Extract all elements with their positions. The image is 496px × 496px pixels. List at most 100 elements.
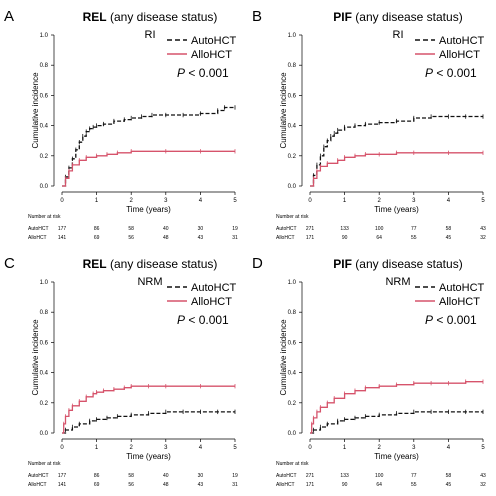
x-tick-label: 4	[447, 445, 451, 451]
x-tick-label: 1	[343, 198, 347, 204]
panel-title: PIF (any disease status)	[333, 257, 462, 271]
panel-title-bold: REL	[83, 10, 107, 24]
risk-value: 56	[128, 482, 134, 488]
x-tick-label: 2	[130, 198, 134, 204]
panel-letter: D	[252, 255, 263, 272]
risk-value: 48	[163, 235, 169, 241]
panel-title: PIF (any disease status)	[333, 10, 462, 24]
x-tick-label: 1	[95, 198, 99, 204]
panel-letter: C	[4, 255, 15, 272]
risk-row-label: AlloHCT	[276, 482, 295, 488]
risk-value: 86	[94, 226, 100, 232]
panel-title-rest: (any disease status)	[352, 257, 463, 271]
risk-value: 58	[128, 473, 134, 479]
x-tick-label: 4	[199, 445, 203, 451]
x-tick-label: 2	[378, 198, 382, 204]
x-axis-label: Time (years)	[374, 452, 419, 461]
risk-value: 133	[340, 473, 349, 479]
panel-a: A REL (any disease status) RI 0.0 0.2 0.4 0.6 0…	[4, 8, 238, 241]
risk-value: 32	[480, 235, 486, 241]
risk-value: 100	[375, 226, 384, 232]
y-tick-label: 0.6	[40, 93, 49, 99]
y-axis-label: Cumulative incidence	[31, 319, 40, 396]
y-tick-label: 0.6	[40, 340, 49, 346]
y-tick-label: 0.2	[288, 154, 297, 160]
risk-value: 40	[163, 226, 169, 232]
risk-value: 19	[232, 226, 238, 232]
risk-value: 48	[163, 482, 169, 488]
p-value: P < 0.001	[425, 66, 477, 80]
legend-label-allohct: AlloHCT	[191, 296, 232, 308]
legend-label-allohct: AlloHCT	[191, 49, 232, 61]
y-tick-label: 1.0	[288, 280, 297, 286]
y-tick-label: 0.4	[40, 124, 49, 130]
risk-value: 271	[306, 226, 315, 232]
risk-value: 43	[480, 226, 486, 232]
legend-label-autohct: AutoHCT	[439, 35, 485, 47]
legend: AutoHCT AlloHCT	[167, 35, 237, 61]
x-tick-label: 5	[233, 445, 237, 451]
y-axis-label: Cumulative incidence	[31, 72, 40, 149]
risk-value: 133	[340, 226, 349, 232]
series-allohct	[62, 150, 235, 187]
x-tick-label: 2	[378, 445, 382, 451]
p-value-text: < 0.001	[433, 66, 477, 80]
x-tick-label: 1	[95, 445, 99, 451]
panel-title: REL (any disease status)	[83, 257, 218, 271]
risk-value: 45	[446, 482, 452, 488]
y-axis-label: Cumulative incidence	[279, 72, 288, 149]
panel-c: C REL (any disease status) NRM 0.0 0.2 0.4 0.6…	[4, 255, 238, 488]
panel-title-rest: (any disease status)	[107, 257, 218, 271]
legend-label-allohct: AlloHCT	[439, 49, 480, 61]
risk-row-label: AutoHCT	[276, 473, 297, 479]
y-tick-label: 0.6	[288, 340, 297, 346]
panel-title-rest: (any disease status)	[352, 10, 463, 24]
legend-label-autohct: AutoHCT	[191, 282, 237, 294]
risk-value: 56	[128, 235, 134, 241]
legend: AutoHCT AlloHCT	[415, 35, 485, 61]
p-value-text: < 0.001	[433, 313, 477, 327]
y-tick-label: 0.0	[40, 184, 49, 190]
y-tick-label: 0.2	[40, 401, 49, 407]
risk-value: 31	[232, 482, 238, 488]
x-tick-label: 3	[164, 445, 168, 451]
risk-value: 31	[232, 235, 238, 241]
risk-value: 19	[232, 473, 238, 479]
risk-value: 55	[411, 235, 417, 241]
risk-value: 58	[128, 226, 134, 232]
x-tick-label: 1	[343, 445, 347, 451]
panel-title: REL (any disease status)	[83, 10, 218, 24]
x-tick-label: 5	[481, 198, 485, 204]
p-value-text: < 0.001	[185, 66, 229, 80]
panel-title-bold: PIF	[333, 10, 352, 24]
risk-row-label: AlloHCT	[28, 482, 47, 488]
panel-title-bold: PIF	[333, 257, 352, 271]
y-tick-label: 0.0	[288, 184, 297, 190]
series-autohct	[62, 106, 235, 187]
panel-letter: B	[252, 8, 262, 25]
legend-label-allohct: AlloHCT	[439, 296, 480, 308]
x-tick-label: 5	[233, 198, 237, 204]
risk-table-header: Number at risk	[28, 214, 61, 220]
risk-value: 77	[411, 473, 417, 479]
risk-value: 141	[58, 482, 67, 488]
p-value-symbol: P	[425, 66, 433, 80]
p-value-symbol: P	[425, 313, 433, 327]
y-tick-label: 0.4	[288, 371, 297, 377]
p-value-text: < 0.001	[185, 313, 229, 327]
x-tick-label: 4	[199, 198, 203, 204]
p-value: P < 0.001	[177, 313, 229, 327]
legend-label-autohct: AutoHCT	[439, 282, 485, 294]
risk-value: 90	[342, 482, 348, 488]
y-tick-label: 0.6	[288, 93, 297, 99]
risk-value: 171	[306, 235, 315, 241]
risk-row-label: AlloHCT	[28, 235, 47, 241]
risk-value: 58	[446, 473, 452, 479]
p-value: P < 0.001	[425, 313, 477, 327]
y-tick-label: 0.4	[288, 124, 297, 130]
panel-b: B PIF (any disease status) RI 0.0 0.2 0.4 0.6 0…	[252, 8, 486, 241]
p-value-symbol: P	[177, 66, 185, 80]
risk-value: 177	[58, 226, 67, 232]
x-tick-label: 4	[447, 198, 451, 204]
